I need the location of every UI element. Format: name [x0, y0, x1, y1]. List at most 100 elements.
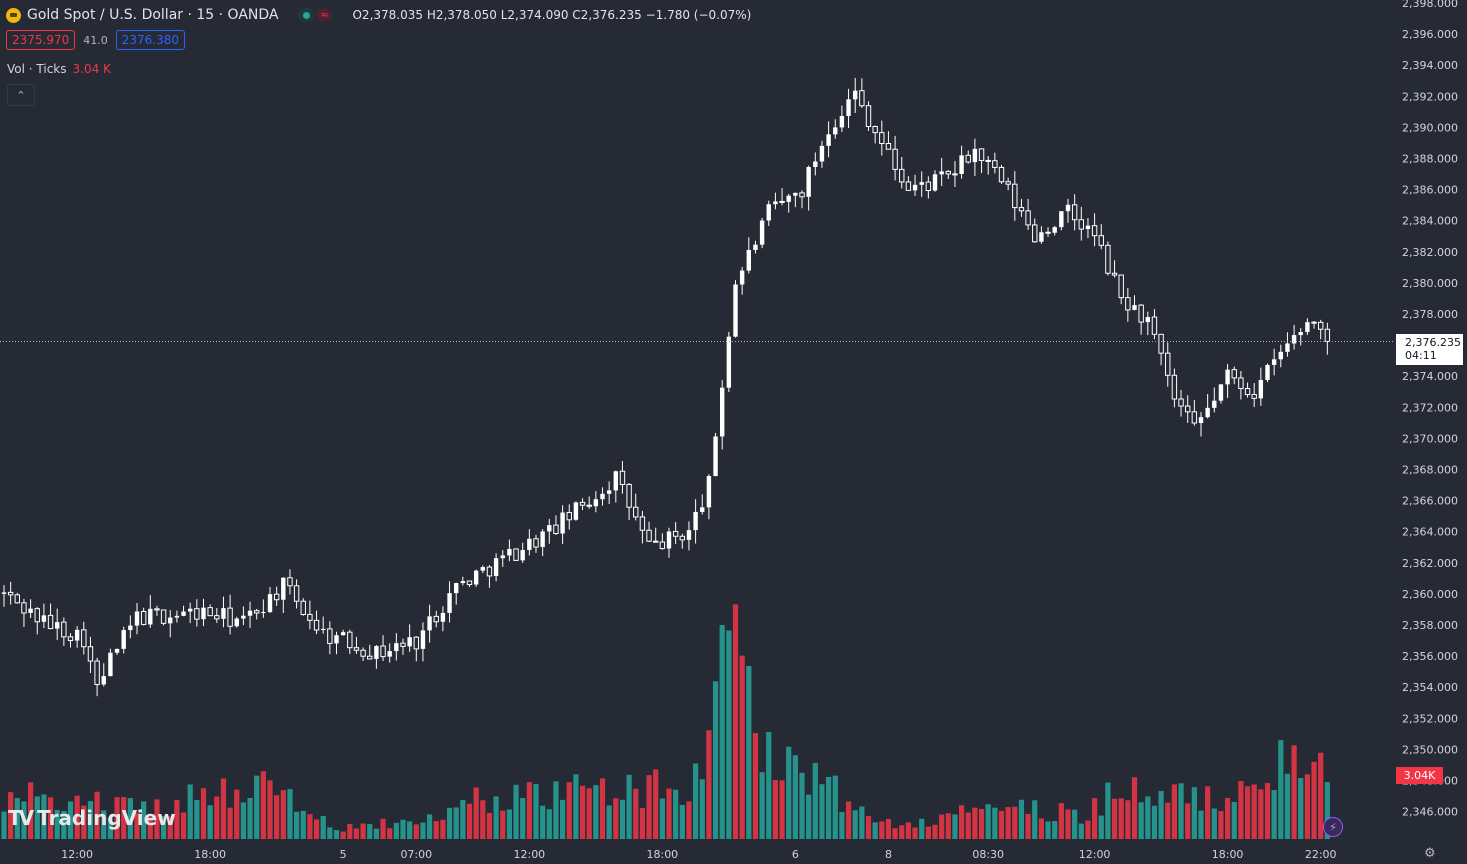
candle-body [1032, 224, 1038, 243]
volume-bar [626, 774, 632, 839]
volume-bar [526, 782, 532, 839]
price-tick-label: 2,390.000 [1402, 121, 1458, 134]
price-tick-label: 2,388.000 [1402, 153, 1458, 166]
candlesticks [1, 77, 1331, 697]
flash-icon[interactable]: ⚡ [1323, 817, 1343, 837]
volume-bar [1311, 761, 1317, 839]
volume-bar [599, 778, 606, 839]
candle-body [779, 200, 785, 203]
candle-body [55, 622, 60, 629]
volume-bar [367, 824, 373, 839]
volume-bar [1038, 818, 1044, 839]
candle-body [706, 476, 712, 508]
candle-body [766, 204, 771, 221]
volume-bar [1052, 821, 1058, 839]
last-price-label: 2,376.235 04:11 [1396, 334, 1463, 365]
volume-legend[interactable]: Vol · Ticks 3.04 K [7, 62, 111, 76]
volume-bar [1284, 773, 1291, 839]
volume-bar [639, 807, 645, 839]
candle-body [859, 90, 865, 107]
candle-body [1198, 417, 1204, 424]
price-tick-label: 2,396.000 [1402, 28, 1458, 41]
candle-body [693, 511, 698, 531]
candle-body [34, 608, 40, 623]
candle-body [21, 602, 27, 614]
candle-body [613, 471, 618, 491]
volume-bar [1092, 798, 1098, 839]
candle-body [985, 159, 991, 162]
volume-bar [500, 810, 506, 839]
candle-body [201, 607, 206, 620]
candle-body [925, 181, 932, 192]
volume-bar [446, 807, 453, 839]
candle-body [407, 637, 412, 647]
collapse-legend-button[interactable]: ⌃ [7, 84, 35, 106]
candle-body [527, 538, 532, 550]
candle-body [81, 629, 87, 648]
candle-body [1078, 219, 1084, 230]
candle-body [819, 145, 825, 162]
candle-body [553, 524, 559, 535]
ohlc-values: O2,378.035 H2,378.050 L2,374.090 C2,376.… [352, 8, 752, 22]
volume-bar [1118, 798, 1124, 839]
symbol-title[interactable]: Gold Spot / U.S. Dollar · 15 · OANDA [27, 7, 279, 23]
candle-body [733, 284, 738, 337]
candle-body [700, 507, 705, 512]
volume-bar [1058, 803, 1064, 839]
time-tick-label: 18:00 [1212, 848, 1244, 861]
chart-header: Gold Spot / U.S. Dollar · 15 · OANDA ≈ O… [6, 5, 751, 25]
candle-body [773, 201, 778, 205]
volume-bar [380, 818, 386, 839]
candle-body [653, 540, 659, 543]
volume-bar [752, 733, 759, 839]
tradingview-logo[interactable]: TV TradingView [8, 806, 176, 830]
candle-body [353, 647, 360, 651]
volume-bar [134, 812, 140, 839]
volume-bar [1298, 778, 1304, 839]
volume-bar [1065, 809, 1071, 839]
volume-bar [54, 809, 60, 839]
volume-bar [1105, 782, 1111, 839]
candle-body [340, 632, 346, 636]
candle-body [47, 614, 54, 630]
candle-body [473, 570, 479, 585]
volume-bar [1231, 801, 1237, 839]
volume-bar [852, 810, 858, 839]
candle-body [713, 436, 718, 477]
volume-bar [101, 810, 107, 839]
candle-body [547, 525, 552, 532]
volume-bar [21, 801, 27, 839]
time-tick-label: 12:00 [1079, 848, 1111, 861]
volume-bar [593, 785, 599, 839]
candle-body [287, 577, 293, 587]
volume-bar [1018, 799, 1025, 839]
volume-bar [1005, 807, 1011, 839]
tradingview-wordmark: TradingView [37, 806, 176, 830]
candle-body [234, 618, 239, 627]
candle-body [1065, 204, 1071, 212]
volume-bar [427, 814, 433, 839]
candle-body [633, 506, 639, 518]
candle-body [420, 630, 426, 649]
volume-bar [1085, 820, 1091, 839]
candle-body [1005, 181, 1011, 185]
market-status[interactable]: ≈ [298, 8, 333, 22]
volume-bar [154, 799, 160, 839]
volume-bar [1111, 798, 1118, 839]
volume-bar [566, 782, 572, 839]
candle-body [1225, 369, 1230, 385]
volume-bar [553, 781, 559, 839]
candle-body [959, 155, 964, 174]
buy-price-button[interactable]: 2376.380 [115, 30, 186, 50]
volume-bar [892, 828, 898, 839]
volume-bar [473, 787, 479, 839]
volume-bar [1244, 786, 1251, 839]
volume-bar [420, 822, 426, 839]
gear-icon[interactable]: ⚙ [1424, 846, 1436, 861]
volume-bar [227, 807, 233, 839]
volume-bar [1012, 806, 1018, 839]
sell-price-button[interactable]: 2375.970 [6, 30, 76, 50]
candle-body [101, 676, 106, 685]
volume-bar [633, 788, 639, 839]
